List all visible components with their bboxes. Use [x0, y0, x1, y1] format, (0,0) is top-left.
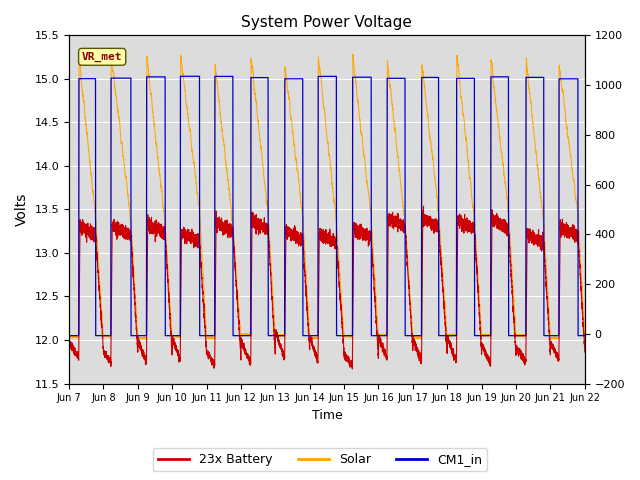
Title: System Power Voltage: System Power Voltage — [241, 15, 412, 30]
Legend: 23x Battery, Solar, CM1_in: 23x Battery, Solar, CM1_in — [153, 448, 487, 471]
Text: VR_met: VR_met — [82, 52, 122, 62]
Y-axis label: Volts: Volts — [15, 193, 29, 226]
X-axis label: Time: Time — [312, 409, 342, 422]
